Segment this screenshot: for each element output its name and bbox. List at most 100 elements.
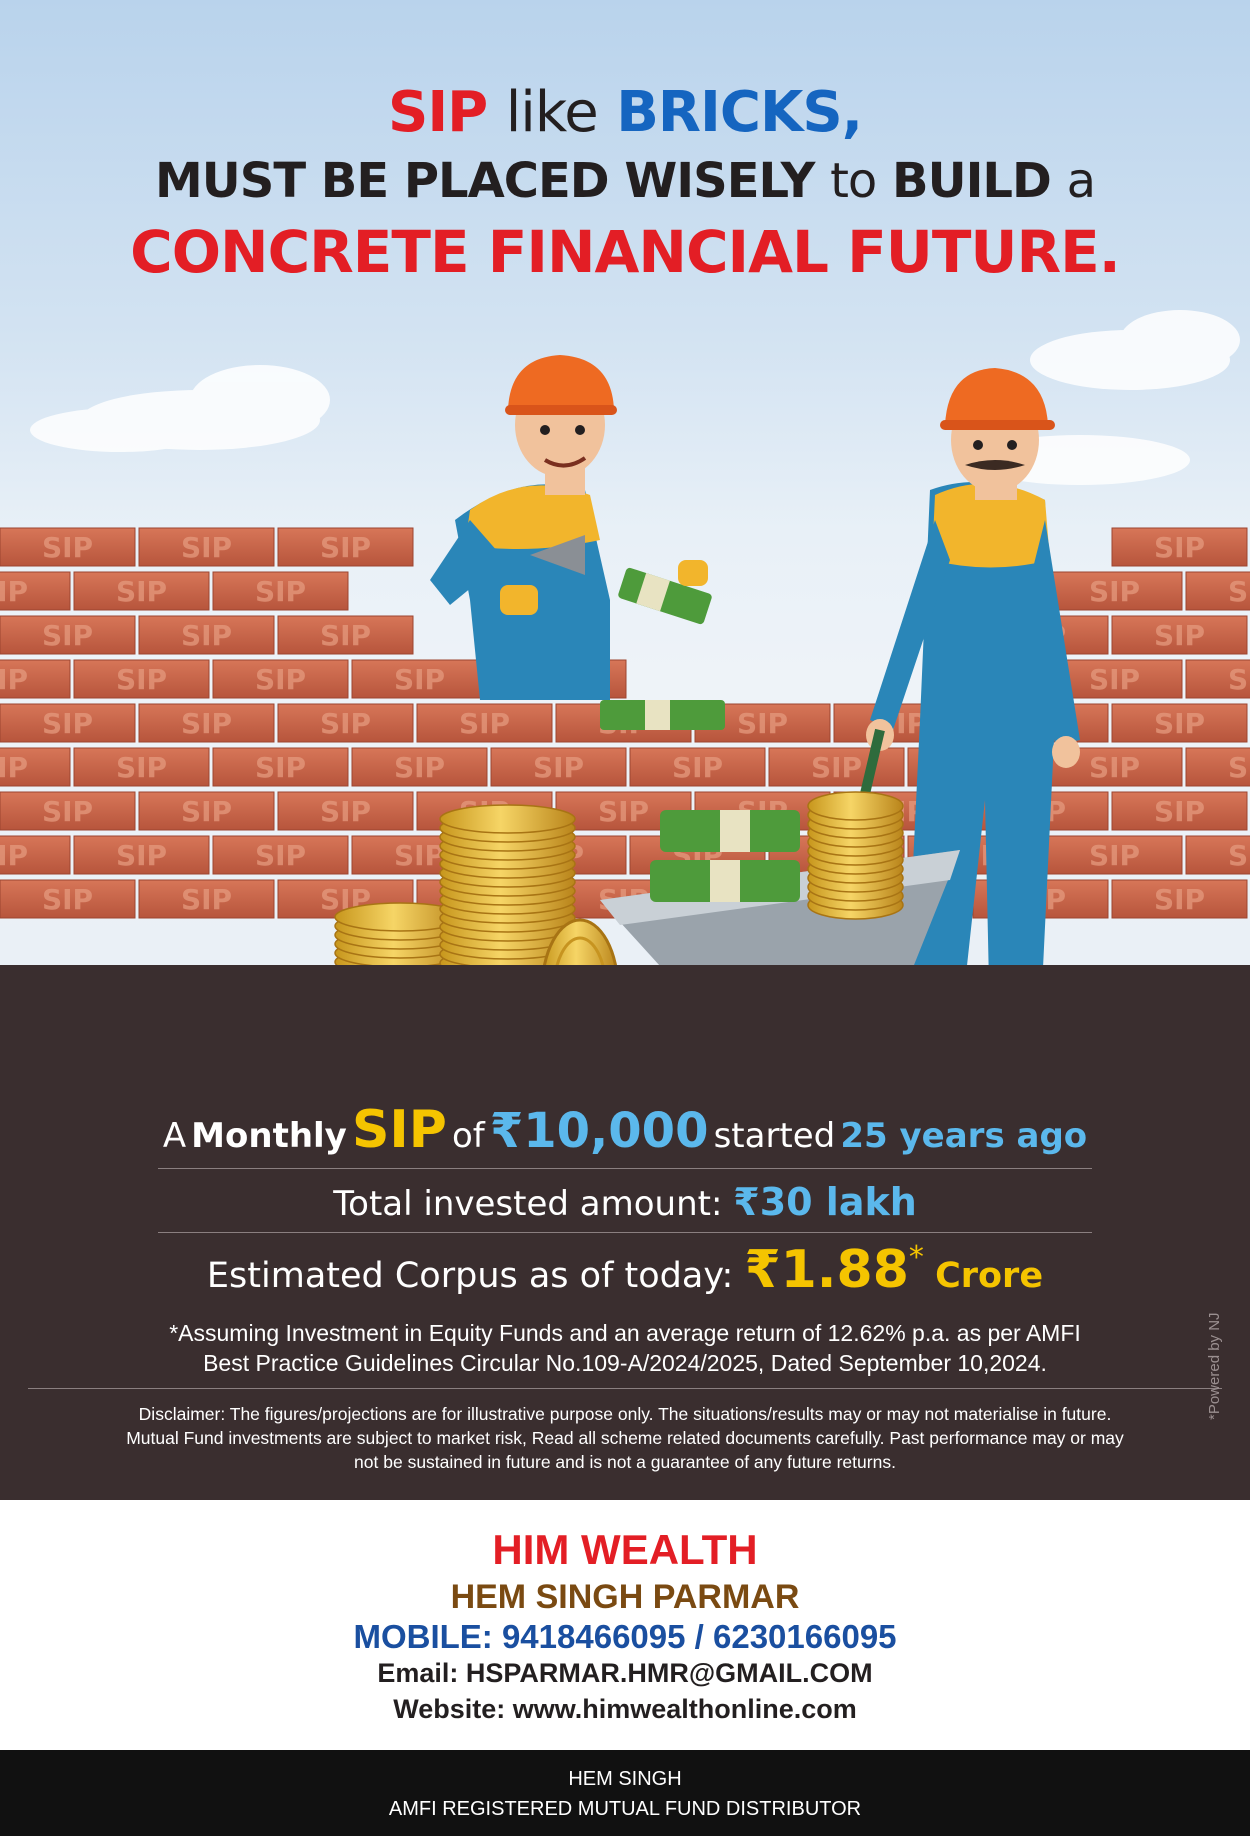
person-name: HEM SINGH PARMAR (450, 1578, 800, 1616)
brick (73, 659, 210, 699)
sip-line-a: A (162, 1116, 187, 1156)
brick (1046, 835, 1183, 875)
coin (807, 791, 904, 821)
brick-label: SIP (116, 575, 167, 608)
brick-label: SIP (672, 751, 723, 784)
coin (439, 804, 576, 834)
powered-by-label: *Powered by NJ (1206, 1312, 1223, 1420)
corpus-value: ₹1.88 (744, 1240, 909, 1300)
brick-label: SIP (320, 707, 371, 740)
brick-label: SIP (42, 707, 93, 740)
brick (0, 615, 136, 655)
brick (1111, 527, 1248, 567)
mobile-numbers[interactable]: MOBILE: 9418466095 / 6230166095 (353, 1618, 897, 1655)
brick (212, 747, 349, 787)
brick-label: SIP (1154, 619, 1205, 652)
divider-1 (158, 1168, 1092, 1169)
invested-label: Total invested amount: (333, 1184, 723, 1224)
website-link[interactable]: Website: www.himwealthonline.com (393, 1694, 857, 1724)
brick-label: SIP (0, 839, 28, 872)
assumption-line-1: *Assuming Investment in Equity Funds and… (169, 1320, 1081, 1346)
invested-value: ₹30 lakh (733, 1180, 917, 1224)
hero-section: SIP SIP SIP SIP SIP SIP SIP SIP SIP SIP SIP SIP SIP S… (0, 0, 1250, 965)
brick (490, 747, 627, 787)
corpus-asterisk: * (908, 1240, 924, 1275)
brick-label: SIP (181, 883, 232, 916)
brick-label: SIP (116, 663, 167, 696)
estimated-corpus-line: Estimated Corpus as of today: ₹1.88* Cro… (0, 1240, 1250, 1300)
brick-label: SIP (181, 619, 232, 652)
sip-line-of: of (451, 1116, 485, 1156)
sip-line-monthly: Monthly (191, 1116, 347, 1156)
brick-label: SIP (1228, 839, 1250, 872)
brick (0, 659, 71, 699)
brick (138, 527, 275, 567)
brick (212, 835, 349, 875)
monthly-sip-line: A Monthly SIP of ₹10,000 started 25 year… (0, 1100, 1250, 1160)
brick (0, 747, 71, 787)
headline-line-3: CONCRETE FINANCIAL FUTURE. (130, 218, 1121, 286)
headline: SIP like BRICKS, MUST BE PLACED WISELY t… (0, 78, 1250, 290)
gold-coin-stacks-illustration (334, 791, 904, 965)
disclaimer-line-2: Mutual Fund investments are subject to m… (126, 1428, 1124, 1448)
brick (138, 791, 275, 831)
worker-with-wheelbarrow-illustration (866, 368, 1080, 965)
sip-line-started: started (713, 1116, 836, 1156)
brick-label: SIP (320, 619, 371, 652)
brick (1111, 703, 1248, 743)
brick-label: SIP (181, 707, 232, 740)
brick (629, 747, 766, 787)
brick (351, 659, 488, 699)
brick (1111, 791, 1248, 831)
brick-label: SIP (459, 707, 510, 740)
brick (0, 835, 71, 875)
footer-name: HEM SINGH (568, 1768, 682, 1790)
disclaimer-line-3: not be sustained in future and is not a … (354, 1452, 896, 1472)
headline-placed: MUST BE PLACED WISELY (155, 153, 815, 209)
brick-label: SIP (1228, 575, 1250, 608)
headline-line-2: MUST BE PLACED WISELY to BUILD a (0, 148, 1250, 214)
brick (73, 571, 210, 611)
brick (138, 615, 275, 655)
brick-label: SIP (42, 619, 93, 652)
contact-section: HIM WEALTH HEM SINGH PARMAR MOBILE: 9418… (0, 1500, 1250, 1750)
sip-line-amount: ₹10,000 (489, 1103, 709, 1159)
brick (0, 703, 136, 743)
brick (1185, 571, 1250, 611)
brick (1185, 659, 1250, 699)
brick-label: SIP (320, 795, 371, 828)
brick-label: SIP (181, 795, 232, 828)
brick (0, 571, 71, 611)
brick (73, 747, 210, 787)
brick-label: SIP (394, 751, 445, 784)
worker-with-trowel-illustration (430, 355, 712, 700)
headline-line-1: SIP like BRICKS, (0, 78, 1250, 148)
brick-label: SIP (255, 839, 306, 872)
brick-label: SIP (598, 795, 649, 828)
headline-a: a (1066, 153, 1096, 209)
brick (277, 791, 414, 831)
email-address[interactable]: Email: HSPARMAR.HMR@GMAIL.COM (377, 1658, 873, 1688)
brick-label: SIP (1089, 839, 1140, 872)
brick-label: SIP (0, 751, 28, 784)
brick-label: SIP (42, 883, 93, 916)
company-name: HIM WEALTH (492, 1526, 758, 1573)
brick (73, 835, 210, 875)
brick (138, 703, 275, 743)
brick (1185, 835, 1250, 875)
brick-label: SIP (394, 663, 445, 696)
brick-label: SIP (1154, 707, 1205, 740)
brick-label: SIP (42, 531, 93, 564)
brick-label: SIP (1089, 751, 1140, 784)
brick (138, 879, 275, 919)
headline-build: BUILD (892, 153, 1052, 209)
headline-like: like (505, 80, 599, 145)
brick-label: SIP (1228, 663, 1250, 696)
brick (0, 527, 136, 567)
divider-3 (28, 1388, 1222, 1389)
brick-label: SIP (320, 531, 371, 564)
brick-label: SIP (0, 663, 28, 696)
brick (351, 747, 488, 787)
brick (277, 527, 414, 567)
headline-to: to (830, 153, 877, 209)
